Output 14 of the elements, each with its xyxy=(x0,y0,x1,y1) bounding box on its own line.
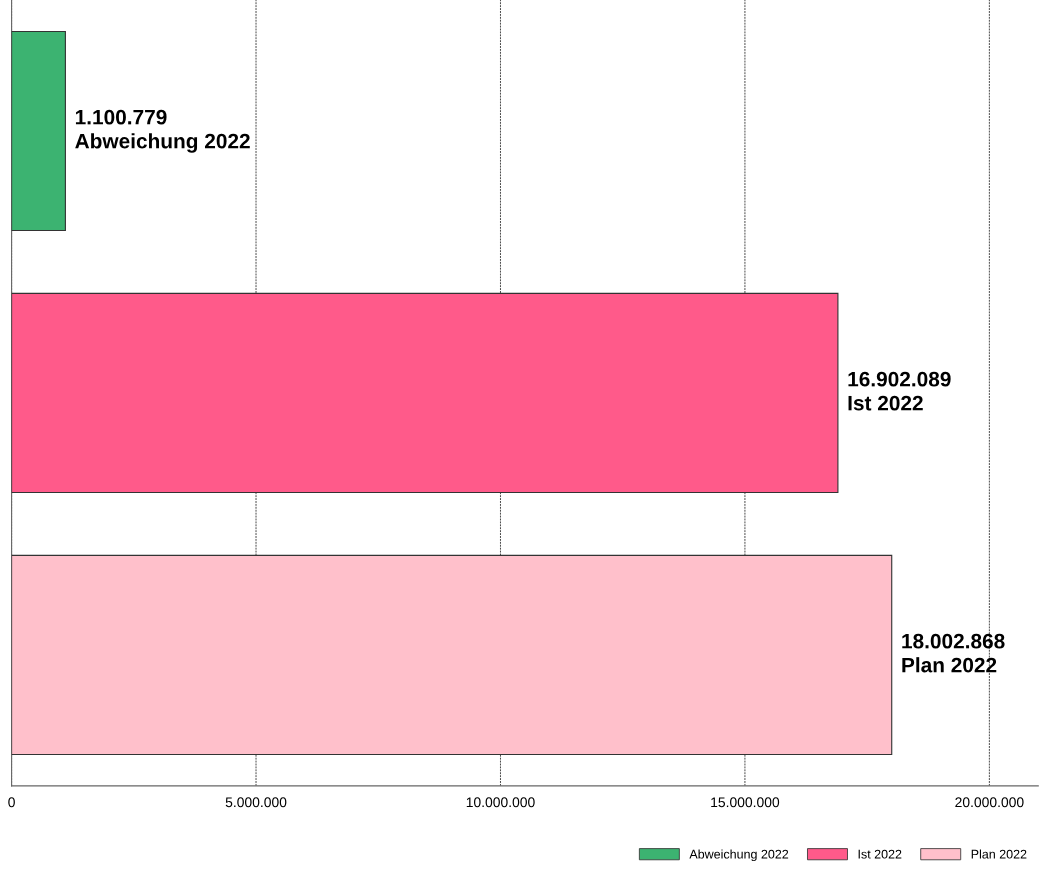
data-label: 16.902.089 xyxy=(848,371,951,387)
legend-label: Plan 2022 xyxy=(971,849,1027,859)
text: Plan 2022 xyxy=(902,657,997,673)
x-tick-label: 15.000.000 xyxy=(711,797,780,808)
x-tick-label: 10.000.000 xyxy=(466,797,535,808)
legend-label: Ist 2022 xyxy=(858,849,902,859)
data-label: 1.100.779 xyxy=(75,109,167,125)
data-label: 18.002.868 xyxy=(902,633,1005,649)
x-tick-label: 5.000.000 xyxy=(225,797,287,808)
text: Abweichung 2022 xyxy=(75,133,250,153)
x-tick-label: 0 xyxy=(8,797,15,808)
legend-label: Abweichung 2022 xyxy=(689,849,789,862)
text: Ist 2022 xyxy=(848,395,923,411)
x-tick-label: 20.000.000 xyxy=(955,797,1024,808)
